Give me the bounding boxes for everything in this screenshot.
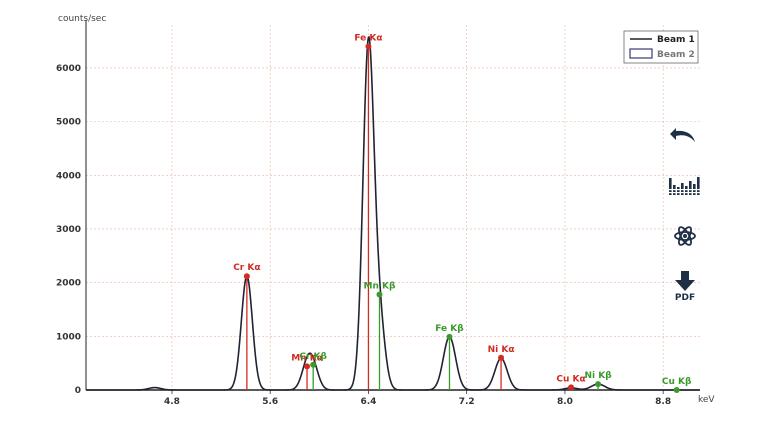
- export-pdf-button[interactable]: PDF: [673, 270, 697, 303]
- peak-label: Fe Kα: [354, 33, 382, 43]
- y-tick-label: 1000: [56, 332, 81, 342]
- peak-marker-dot: [446, 333, 453, 340]
- legend-swatch-beam-2: [629, 48, 653, 59]
- legend-entry-beam-2: Beam 2: [657, 50, 695, 60]
- axes: [85, 20, 700, 394]
- peak-marker: Cu Kα: [556, 374, 586, 391]
- peak-marker-dot: [310, 361, 317, 368]
- peak-marker: Fe Kα: [354, 33, 383, 390]
- peak-label: Ni Kβ: [584, 371, 612, 381]
- y-tick-label: 0: [75, 386, 81, 396]
- peak-label: Cu Kα: [556, 374, 585, 384]
- peak-marker: Ni Kβ: [584, 371, 612, 390]
- x-axis-label: keV: [698, 395, 715, 405]
- y-tick-label: 5000: [56, 118, 81, 128]
- peak-marker: Mn Kβ: [364, 281, 396, 390]
- peak-marker-dot: [595, 381, 602, 388]
- peak-label: Cu Kβ: [662, 377, 692, 387]
- y-tick-label: 2000: [56, 279, 81, 289]
- peak-marker-dot: [365, 43, 372, 50]
- download-arrow-icon: [675, 271, 695, 291]
- legend: Beam 1 Beam 2: [623, 30, 699, 64]
- atom-icon: [674, 226, 696, 246]
- undo-button[interactable]: [668, 124, 700, 146]
- peak-label: Fe Kβ: [435, 324, 464, 334]
- x-tick-label: 7.2: [459, 397, 475, 407]
- peak-marker: Mn Kα: [291, 353, 323, 390]
- x-tick-label: 8.8: [655, 397, 671, 407]
- element-identification-button[interactable]: [672, 224, 698, 248]
- x-tick-label: 5.6: [262, 397, 278, 407]
- spectrum-series: [86, 35, 700, 391]
- y-tick-label: 3000: [56, 225, 81, 235]
- x-tick-label: 8.0: [557, 397, 573, 407]
- pdf-label: PDF: [674, 293, 696, 303]
- peak-marker: Cr Kα: [233, 263, 261, 390]
- peak-marker: Ni Kα: [488, 345, 515, 390]
- peak-label: Cr Kα: [233, 263, 260, 273]
- y-tick-label: 6000: [56, 64, 81, 74]
- peak-label: Cr Kβ: [299, 352, 327, 362]
- spectrum-view-button[interactable]: [668, 174, 702, 196]
- peak-marker-dot: [243, 273, 250, 280]
- tick-labels: 0 1000 2000 3000 4000 5000 6000 4.8 5.6 6.4 7.2 8.0…: [56, 64, 671, 407]
- peak-marker: Fe Kβ: [435, 324, 464, 390]
- legend-entry-beam-1: Beam 1: [657, 35, 695, 45]
- undo-arrow-icon: [670, 128, 695, 142]
- grid: [86, 25, 700, 390]
- histogram-icon: [668, 177, 702, 195]
- peak-marker-dot: [376, 291, 383, 298]
- x-tick-label: 4.8: [164, 397, 180, 407]
- peak-label: Ni Kα: [488, 345, 515, 355]
- x-tick-label: 6.4: [360, 397, 376, 407]
- y-tick-label: 4000: [56, 171, 81, 181]
- peak-marker: Cu Kβ: [662, 377, 692, 393]
- peak-marker: Cr Kβ: [299, 352, 328, 390]
- series-beam-1-line: [86, 35, 700, 391]
- peak-marker-dot: [673, 387, 680, 393]
- peak-marker-dot: [498, 354, 505, 361]
- peak-label: Mn Kα: [291, 353, 323, 363]
- peak-label: Mn Kβ: [364, 281, 396, 291]
- y-axis-label: counts/sec: [58, 14, 106, 24]
- peak-marker-dot: [568, 384, 575, 391]
- peak-marker-dot: [304, 363, 311, 370]
